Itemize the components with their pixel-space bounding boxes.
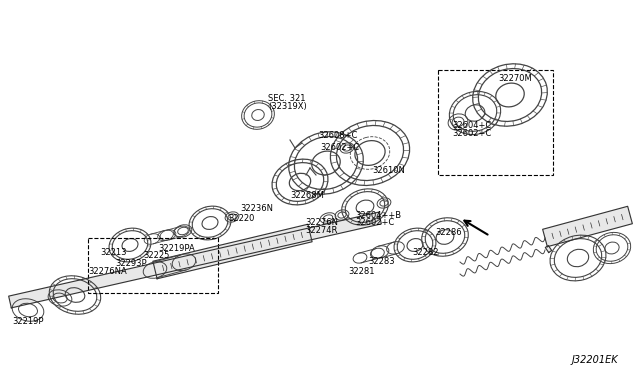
Text: 32213: 32213 xyxy=(100,247,127,257)
Text: 32282: 32282 xyxy=(412,247,438,257)
Polygon shape xyxy=(153,224,312,279)
Text: 32219PA: 32219PA xyxy=(158,244,195,253)
Text: 32281: 32281 xyxy=(348,267,374,276)
Text: (32319X): (32319X) xyxy=(268,102,307,110)
Text: J32201EK: J32201EK xyxy=(572,355,618,365)
Text: 32608+C: 32608+C xyxy=(318,131,357,140)
Text: 32283: 32283 xyxy=(368,257,395,266)
Text: 32270M: 32270M xyxy=(498,74,532,83)
Text: 32610N: 32610N xyxy=(372,166,405,174)
Text: 32604++B: 32604++B xyxy=(355,211,401,219)
Text: 32274R: 32274R xyxy=(305,225,337,234)
Text: 32268M: 32268M xyxy=(290,190,324,199)
Text: 32276NA: 32276NA xyxy=(88,267,127,276)
Polygon shape xyxy=(543,206,632,247)
Text: 32286: 32286 xyxy=(435,228,461,237)
Text: 32236N: 32236N xyxy=(240,203,273,212)
Text: 32602+C: 32602+C xyxy=(320,142,359,151)
Text: 32604+C: 32604+C xyxy=(452,121,492,129)
Text: 32276N: 32276N xyxy=(305,218,338,227)
Text: SEC. 321: SEC. 321 xyxy=(268,93,305,103)
Polygon shape xyxy=(9,212,381,308)
Text: 32219P: 32219P xyxy=(12,317,44,327)
Text: 32602+C: 32602+C xyxy=(355,218,394,227)
Polygon shape xyxy=(545,246,552,253)
Text: 32602+C: 32602+C xyxy=(452,128,492,138)
Text: 32293P: 32293P xyxy=(115,259,147,267)
Text: 32225: 32225 xyxy=(143,251,170,260)
Text: 32220: 32220 xyxy=(228,214,254,222)
